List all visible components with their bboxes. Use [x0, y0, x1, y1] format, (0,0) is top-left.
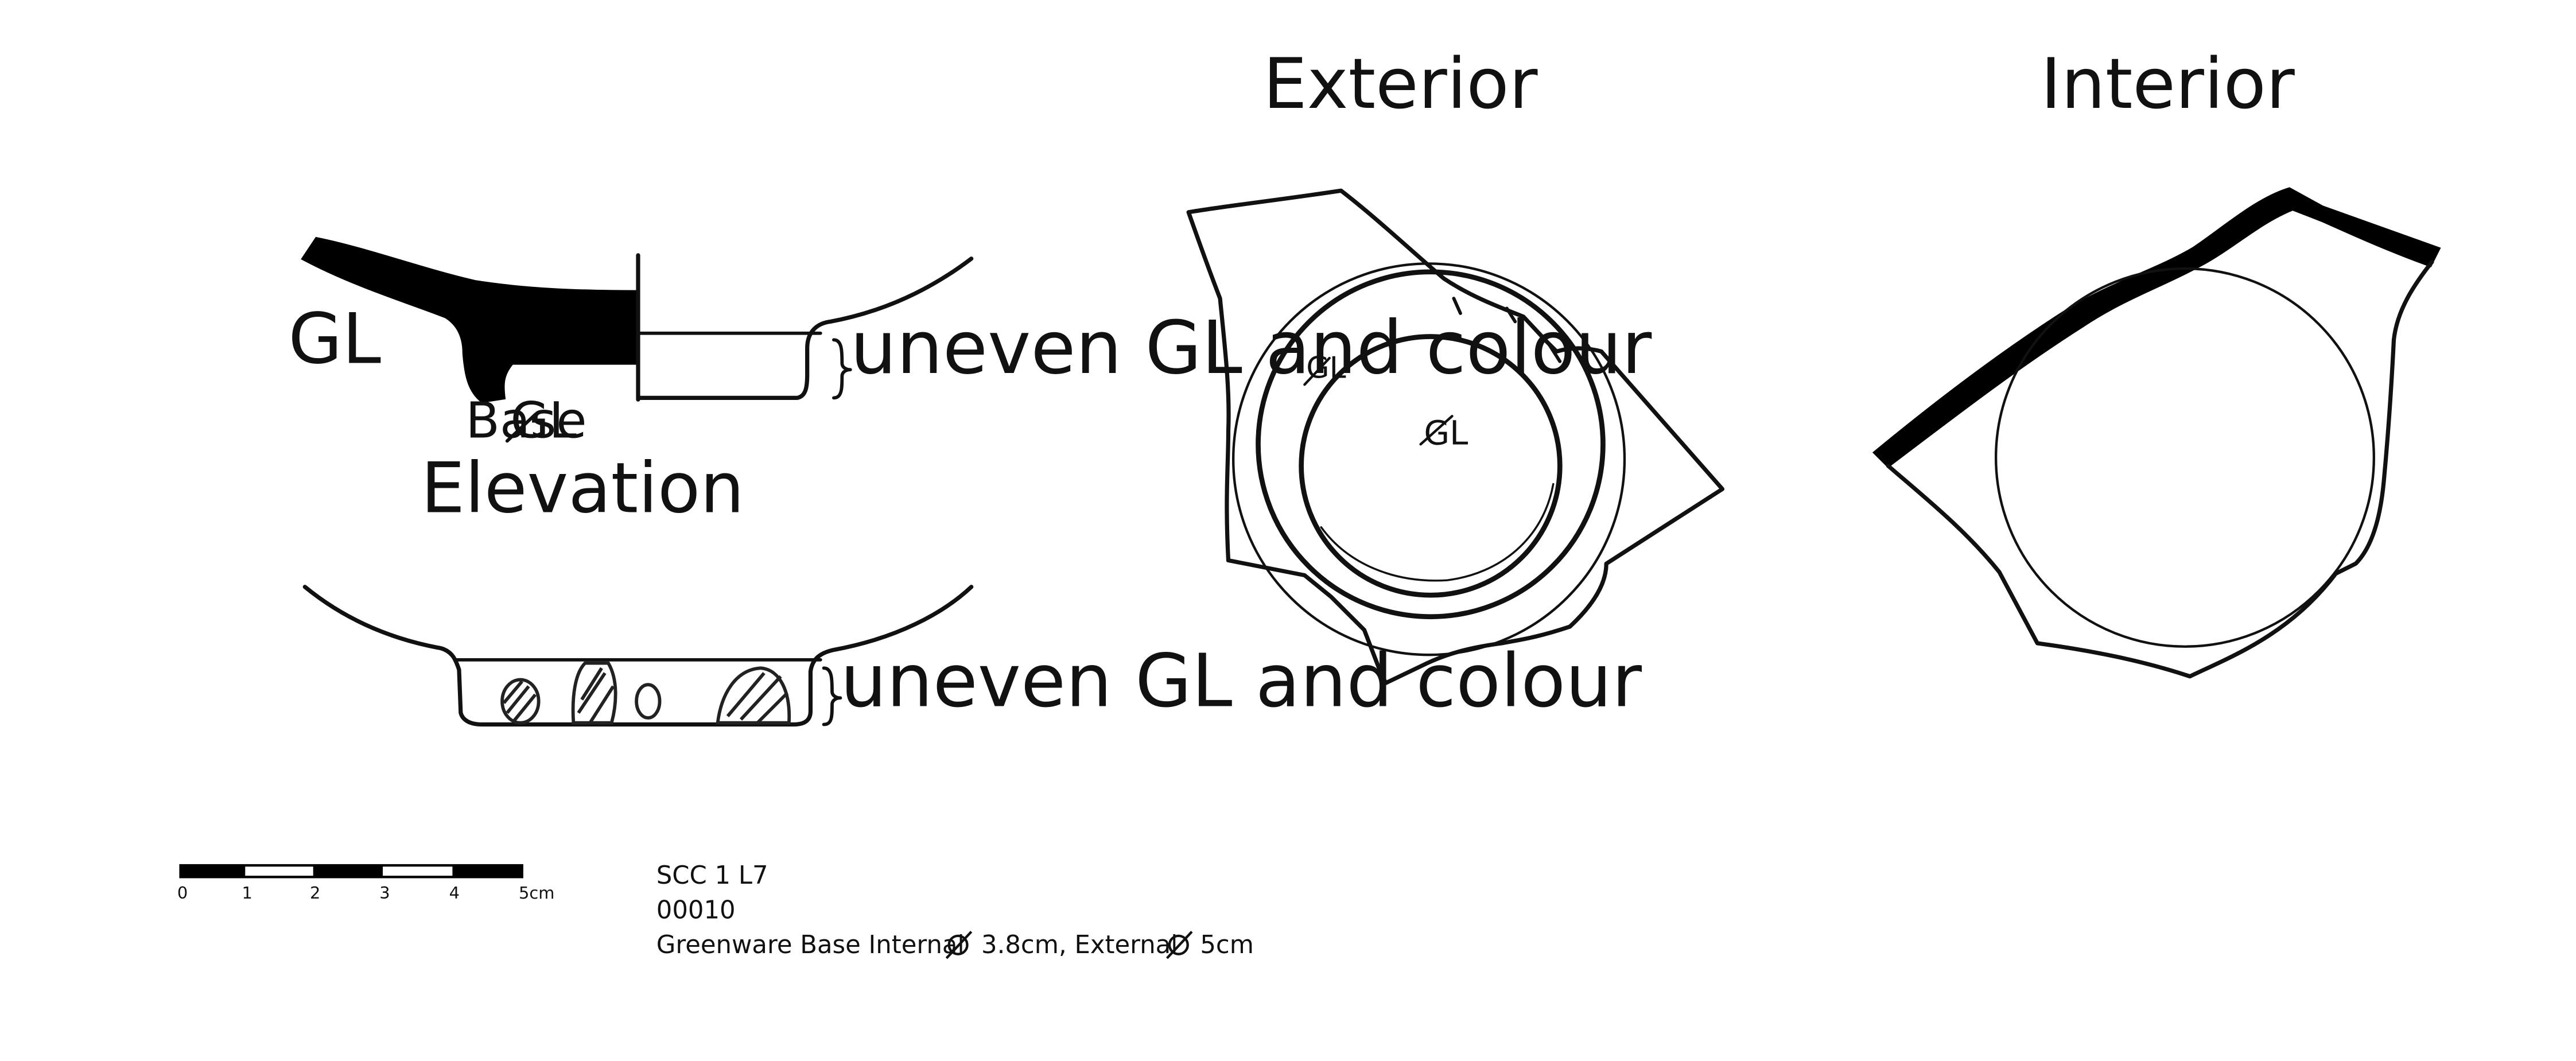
elevation-view: Elevation uneven GL and colour: [302, 448, 1642, 727]
sherd-profile-solid: [301, 236, 640, 403]
exterior-wear-arc: [1320, 483, 1555, 582]
svg-text:GL: GL: [1306, 351, 1346, 386]
interior-rim-solid: [1872, 187, 2441, 468]
exterior-view: Exterior GL GL: [1186, 43, 1725, 685]
exterior-gl-mark-1: GL: [1303, 351, 1346, 386]
scale-tick-0: 0: [177, 883, 188, 903]
caption-internal-diameter: 3.8cm, External: [981, 931, 1178, 959]
gl-label: GL: [288, 298, 381, 380]
caption-site-code: SCC 1 L7: [656, 861, 768, 890]
svg-text:GL: GL: [1424, 413, 1468, 452]
scale-segment-5: [452, 865, 522, 877]
elevation-brace: [822, 666, 842, 726]
interior-view: Interior: [1872, 43, 2441, 679]
diameter-symbol-icon: [1166, 931, 1193, 959]
exterior-title: Exterior: [1263, 43, 1537, 125]
scale-tick-4: 4: [449, 883, 460, 903]
exterior-sherd-outline: [1186, 188, 1725, 685]
caption: SCC 1 L7 00010 Greenware Base Internal 3…: [656, 861, 1254, 959]
base-gl-mark: GL: [505, 392, 577, 450]
interior-title: Interior: [2041, 43, 2295, 125]
diameter-symbol-icon: [945, 931, 973, 959]
exterior-gl-mark-2: GL: [1419, 413, 1468, 452]
section-right-outline: [636, 256, 974, 400]
caption-object-number: 00010: [656, 896, 736, 925]
glaze-patches: [500, 661, 791, 725]
elevation-title: Elevation: [421, 448, 745, 529]
interior-sherd-outline: [1886, 259, 2434, 679]
section-view: GL Base GL uneven GL and colour: [288, 236, 1652, 450]
scale-tick-2: 2: [310, 883, 320, 903]
scale-tick-3: 3: [379, 883, 390, 903]
exterior-foot-ring-inner: [1299, 334, 1563, 598]
exterior-outer-ring: [1231, 262, 1626, 656]
caption-external-diameter: 5cm: [1200, 931, 1254, 959]
exterior-foot-ring-outer: [1256, 269, 1606, 620]
svg-text:GL: GL: [511, 392, 577, 450]
scale-segment-1: [180, 865, 246, 877]
scale-segment-3: [313, 865, 383, 877]
uneven-note-elevation: uneven GL and colour: [840, 639, 1642, 724]
caption-description-prefix: Greenware Base Internal: [656, 931, 965, 959]
scale-bar: 0 1 2 3 4 5cm: [177, 864, 554, 903]
scale-tick-1: 1: [242, 883, 252, 903]
elevation-outline: [302, 585, 974, 727]
exterior-break-notches: [1452, 297, 1562, 363]
interior-base-ring: [1994, 267, 2376, 648]
scale-tick-5: 5cm: [519, 883, 554, 903]
section-brace: [832, 338, 852, 400]
